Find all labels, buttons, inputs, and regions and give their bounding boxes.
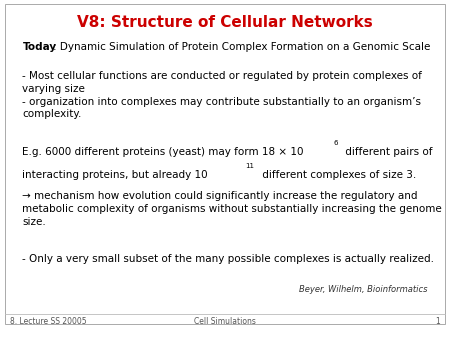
Text: V8: Structure of Cellular Networks: V8: Structure of Cellular Networks [77, 15, 373, 30]
Text: - Only a very small subset of the many possible complexes is actually realized.: - Only a very small subset of the many p… [22, 254, 435, 264]
Text: E.g. 6000 different proteins (yeast) may form 18 × 10: E.g. 6000 different proteins (yeast) may… [22, 147, 304, 157]
Text: Today: Today [22, 42, 57, 52]
Text: 6: 6 [334, 140, 338, 146]
Text: : Dynamic Simulation of Protein Complex Formation on a Genomic Scale: : Dynamic Simulation of Protein Complex … [53, 42, 431, 52]
Text: - Most cellular functions are conducted or regulated by protein complexes of
var: - Most cellular functions are conducted … [22, 71, 423, 119]
Text: 11: 11 [245, 163, 254, 169]
Text: Cell Simulations: Cell Simulations [194, 317, 256, 326]
Text: 8. Lecture SS 20005: 8. Lecture SS 20005 [10, 317, 86, 326]
Text: interacting proteins, but already 10: interacting proteins, but already 10 [22, 170, 208, 180]
Text: different pairs of: different pairs of [342, 147, 432, 157]
Text: Beyer, Wilhelm, Bioinformatics: Beyer, Wilhelm, Bioinformatics [299, 285, 428, 294]
Text: → mechanism how evolution could significantly increase the regulatory and
metabo: → mechanism how evolution could signific… [22, 191, 442, 226]
Text: 1: 1 [435, 317, 440, 326]
Text: different complexes of size 3.: different complexes of size 3. [259, 170, 416, 180]
